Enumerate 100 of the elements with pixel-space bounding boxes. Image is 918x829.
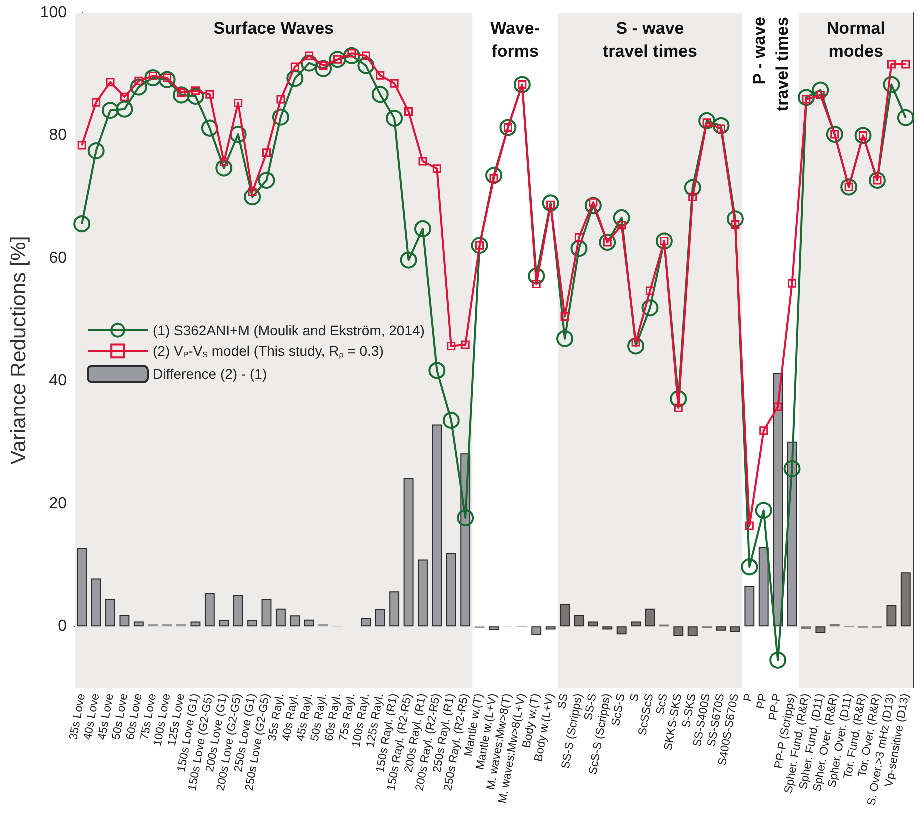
point [618, 221, 626, 230]
point [869, 172, 886, 190]
point [500, 119, 517, 136]
point [528, 268, 546, 285]
bar [560, 604, 570, 627]
point [902, 60, 910, 69]
point [201, 120, 218, 137]
bar [773, 373, 784, 627]
point [206, 90, 214, 99]
point [471, 237, 488, 254]
bar [744, 586, 755, 627]
point [628, 338, 645, 355]
point [457, 510, 474, 527]
point [741, 558, 758, 576]
point [840, 178, 858, 196]
point [372, 86, 389, 104]
point [244, 188, 262, 206]
y-tick-label: 100 [40, 4, 68, 22]
bar [304, 620, 314, 627]
point [74, 216, 91, 233]
point [560, 312, 570, 321]
y-axis-title: Variance Reductions [%] [7, 236, 30, 465]
point [191, 86, 200, 96]
bar [830, 624, 840, 627]
bar [361, 618, 372, 627]
bar [886, 605, 897, 627]
y-tick-label: 60 [49, 250, 68, 267]
bar [134, 622, 144, 627]
bar [816, 626, 826, 634]
point [158, 71, 176, 88]
point [774, 402, 782, 412]
point [305, 52, 314, 60]
point [514, 76, 531, 94]
point [376, 71, 385, 80]
bar [204, 594, 215, 627]
bar [290, 616, 300, 627]
point [428, 362, 446, 380]
bar [716, 626, 726, 631]
point [760, 426, 768, 436]
band-label: P - wave travel times [750, 17, 792, 112]
point [670, 390, 688, 408]
bar [120, 614, 130, 627]
point [556, 330, 574, 348]
bar [233, 595, 244, 627]
point [770, 652, 787, 669]
x-tick-label: P [742, 692, 756, 703]
point [88, 142, 105, 160]
point [688, 192, 698, 202]
point [755, 502, 772, 520]
point [674, 404, 683, 412]
point [386, 110, 404, 128]
point [358, 57, 375, 74]
bar [602, 626, 613, 630]
bar [900, 572, 911, 627]
bar [588, 622, 598, 627]
point [272, 108, 290, 126]
point [698, 112, 716, 130]
band-label: Wave- forms [490, 19, 540, 61]
point [78, 141, 86, 150]
bar [645, 608, 656, 627]
point [230, 126, 247, 143]
point [570, 240, 588, 258]
band-label: S - wave travel times [602, 19, 698, 61]
point [726, 210, 744, 228]
point [187, 88, 204, 105]
point [613, 209, 630, 226]
bar [802, 626, 812, 630]
point [486, 167, 502, 184]
point [286, 70, 304, 88]
point [390, 79, 399, 88]
point [798, 89, 815, 106]
x-tick-label: PP [755, 692, 770, 710]
bar [375, 609, 386, 627]
point [646, 286, 654, 296]
x-tick-label: SS-S [582, 692, 600, 722]
point [144, 70, 162, 87]
point [712, 117, 730, 134]
point [812, 82, 830, 99]
bar [532, 626, 542, 636]
point [542, 194, 560, 212]
point [854, 127, 872, 144]
y-tick-label: 40 [49, 372, 68, 390]
band-label: Normal modes [826, 19, 886, 61]
point [134, 76, 144, 86]
point [216, 160, 233, 177]
bar [446, 553, 456, 627]
point [642, 300, 659, 317]
point [816, 90, 825, 100]
bar [318, 624, 329, 627]
point [432, 164, 442, 174]
bar [276, 608, 286, 627]
point [684, 179, 702, 196]
bar [106, 599, 116, 627]
x-tick-label: PP-P [767, 692, 784, 722]
bar [418, 560, 428, 627]
point [300, 54, 318, 72]
bar [390, 592, 400, 627]
x-tick-label: SS [556, 692, 571, 710]
point [745, 522, 754, 530]
point [404, 108, 414, 116]
